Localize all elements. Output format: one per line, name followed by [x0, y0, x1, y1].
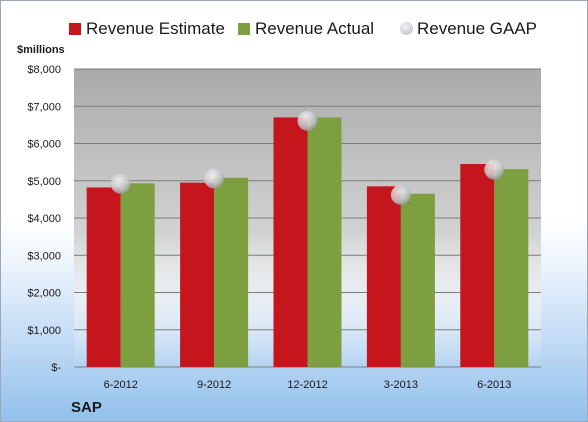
bar-revenue-estimate	[273, 117, 308, 367]
y-tick-label: $-	[51, 362, 61, 374]
bar-revenue-estimate	[86, 187, 121, 367]
bar-revenue-estimate	[180, 182, 215, 367]
legend-label-actual: Revenue Actual	[255, 19, 375, 38]
x-tick-label: 3-2013	[384, 379, 418, 391]
bar-revenue-estimate	[366, 186, 401, 367]
marker-revenue-gaap	[297, 110, 318, 131]
y-tick-label: $4,000	[27, 213, 61, 225]
x-tick-label: 9-2012	[197, 379, 231, 391]
y-tick-label: $8,000	[27, 64, 61, 76]
marker-revenue-gaap	[484, 159, 505, 180]
bar-revenue-actual	[214, 177, 249, 367]
y-axis-unit-label: $millions	[17, 44, 65, 56]
marker-revenue-gaap	[390, 184, 411, 205]
legend-swatch-gaap	[400, 22, 413, 35]
bar-revenue-actual	[494, 169, 529, 367]
company-label: SAP	[71, 399, 102, 416]
legend-label-estimate: Revenue Estimate	[86, 19, 225, 38]
y-tick-label: $2,000	[27, 288, 61, 300]
marker-revenue-gaap	[204, 168, 225, 189]
bar-revenue-actual	[120, 183, 155, 367]
y-tick-label: $6,000	[27, 139, 61, 151]
y-tick-label: $5,000	[27, 176, 61, 188]
legend-swatch-actual	[238, 23, 250, 35]
marker-revenue-gaap	[110, 173, 131, 194]
legend: Revenue Estimate Revenue Actual Revenue …	[1, 17, 587, 41]
x-tick-label: 12-2012	[287, 379, 327, 391]
legend-label-gaap: Revenue GAAP	[417, 19, 538, 38]
legend-swatch-estimate	[69, 23, 81, 35]
y-tick-label: $1,000	[27, 325, 61, 337]
y-tick-label: $3,000	[27, 250, 61, 262]
bar-revenue-actual	[400, 193, 435, 367]
bar-revenue-actual	[307, 117, 342, 367]
x-tick-label: 6-2012	[104, 379, 138, 391]
bar-revenue-estimate	[460, 163, 495, 367]
x-tick-label: 6-2013	[477, 379, 511, 391]
y-tick-label: $7,000	[27, 101, 61, 113]
